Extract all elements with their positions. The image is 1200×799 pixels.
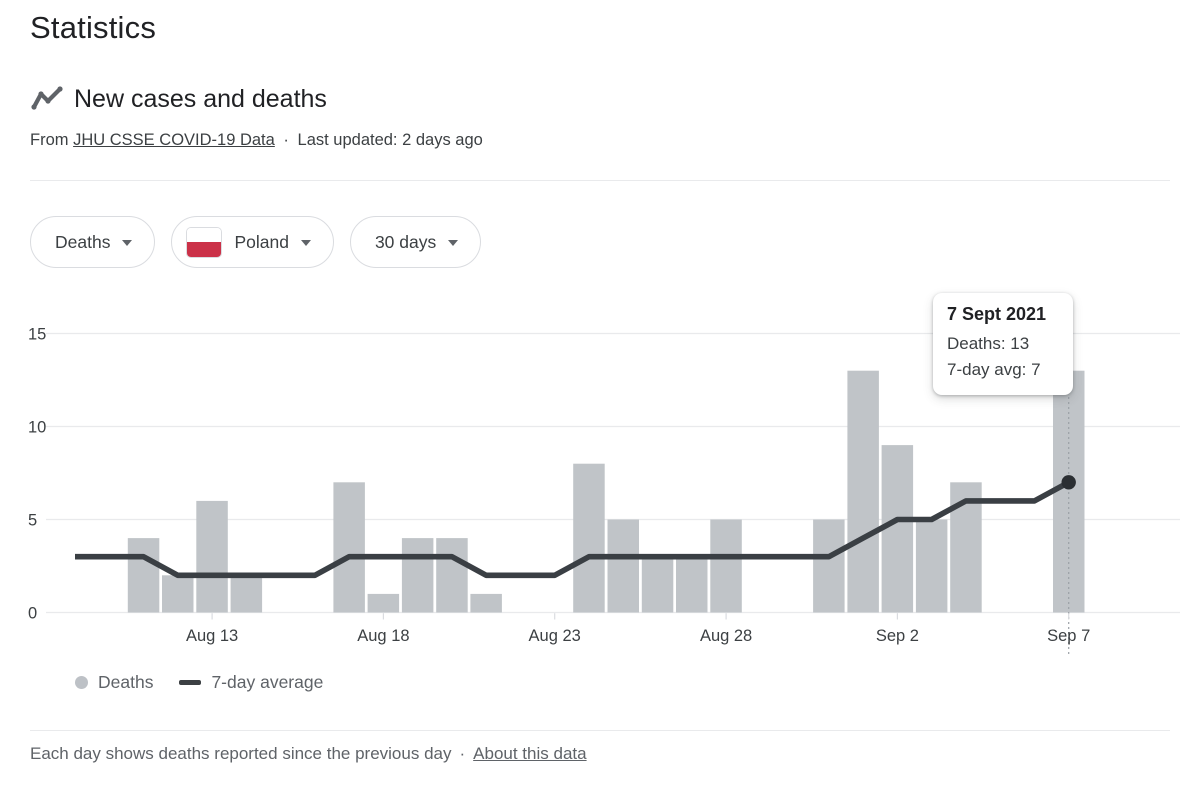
chevron-down-icon: [122, 240, 133, 246]
deaths-bar[interactable]: [676, 556, 708, 613]
legend-item-average: 7-day average: [179, 672, 323, 693]
deaths-bar[interactable]: [230, 575, 263, 613]
deaths-bar[interactable]: [710, 519, 742, 613]
deaths-bar[interactable]: [333, 482, 365, 613]
source-line: From JHU CSSE COVID-19 Data · Last updat…: [30, 131, 483, 150]
page-title: Statistics: [30, 10, 157, 45]
x-axis-label: Sep 2: [876, 627, 919, 645]
range-dropdown-label: 30 days: [374, 231, 437, 252]
chart-footnote: Each day shows deaths reported since the…: [30, 744, 587, 764]
poland-flag-top: [187, 227, 222, 242]
deaths-bar[interactable]: [367, 593, 400, 613]
line-chart-icon: [30, 84, 64, 114]
deaths-bar[interactable]: [881, 445, 914, 613]
deaths-bar[interactable]: [196, 500, 228, 613]
seven-day-average-line[interactable]: [75, 479, 1071, 579]
chevron-down-icon: [300, 240, 311, 246]
deaths-bar[interactable]: [470, 593, 502, 613]
last-updated-text: Last updated: 2 days ago: [297, 131, 483, 149]
section-title: New cases and deaths: [74, 84, 327, 113]
deaths-dot-icon: [75, 676, 88, 689]
chart-tooltip: 7 Sept 2021 Deaths: 13 7-day avg: 7: [933, 293, 1073, 395]
deaths-bar[interactable]: [641, 556, 674, 613]
source-link[interactable]: JHU CSSE COVID-19 Data: [73, 131, 275, 149]
metric-dropdown-label: Deaths: [55, 231, 111, 252]
filter-bar: Deaths Poland 30 days: [30, 216, 482, 268]
range-dropdown[interactable]: 30 days: [349, 216, 482, 268]
x-axis-label: Aug 13: [186, 627, 238, 645]
average-line-icon: [179, 680, 202, 685]
y-axis-label: 10: [28, 419, 46, 437]
chart-legend: Deaths 7-day average: [75, 672, 323, 693]
deaths-bar-chart[interactable]: 0 5 10 15 Aug 13 Aug 18 Aug 23 Aug 28 Sep 2 Sep 7: [0, 290, 1200, 660]
legend-deaths-label: Deaths: [98, 672, 154, 692]
deaths-bar[interactable]: [607, 519, 640, 613]
deaths-bar[interactable]: [401, 538, 434, 613]
y-axis-label: 5: [28, 512, 37, 530]
about-this-data-link[interactable]: About this data: [473, 744, 587, 763]
footnote-separator: ·: [459, 744, 466, 763]
poland-flag-bottom: [187, 242, 222, 257]
metric-dropdown[interactable]: Deaths: [30, 216, 156, 268]
deaths-bar[interactable]: [436, 538, 468, 613]
tooltip-avg: 7-day avg: 7: [947, 360, 1041, 379]
y-axis-label: 15: [28, 326, 46, 344]
deaths-bar[interactable]: [127, 538, 160, 613]
section-header: New cases and deaths: [30, 84, 327, 114]
x-axis-label: Aug 18: [357, 627, 409, 645]
x-axis-label: Sep 7: [1047, 627, 1090, 645]
source-prefix: From: [30, 131, 69, 149]
bottom-divider: [30, 730, 1170, 731]
x-axis-label: Aug 23: [529, 627, 581, 645]
deaths-bar[interactable]: [573, 463, 605, 613]
top-divider: [30, 180, 1170, 181]
highlight-dot: [1061, 475, 1076, 490]
footnote-text: Each day shows deaths reported since the…: [30, 744, 452, 763]
deaths-bar[interactable]: [915, 519, 948, 613]
legend-item-deaths: Deaths: [75, 672, 153, 693]
tooltip-date: 7 Sept 2021: [947, 304, 1047, 324]
source-separator: ·: [283, 131, 289, 149]
poland-flag-icon: [186, 226, 223, 258]
region-dropdown-label: Poland: [234, 231, 289, 252]
x-axis-label: Aug 28: [700, 627, 752, 645]
deaths-bar[interactable]: [847, 370, 879, 613]
deaths-bar[interactable]: [162, 575, 194, 613]
deaths-bar[interactable]: [1053, 370, 1085, 613]
region-dropdown[interactable]: Poland: [171, 216, 334, 268]
chevron-down-icon: [448, 240, 459, 246]
y-axis-label: 0: [28, 605, 37, 623]
deaths-bar[interactable]: [813, 519, 845, 613]
legend-average-label: 7-day average: [211, 672, 324, 692]
tooltip-deaths: Deaths: 13: [947, 334, 1030, 353]
